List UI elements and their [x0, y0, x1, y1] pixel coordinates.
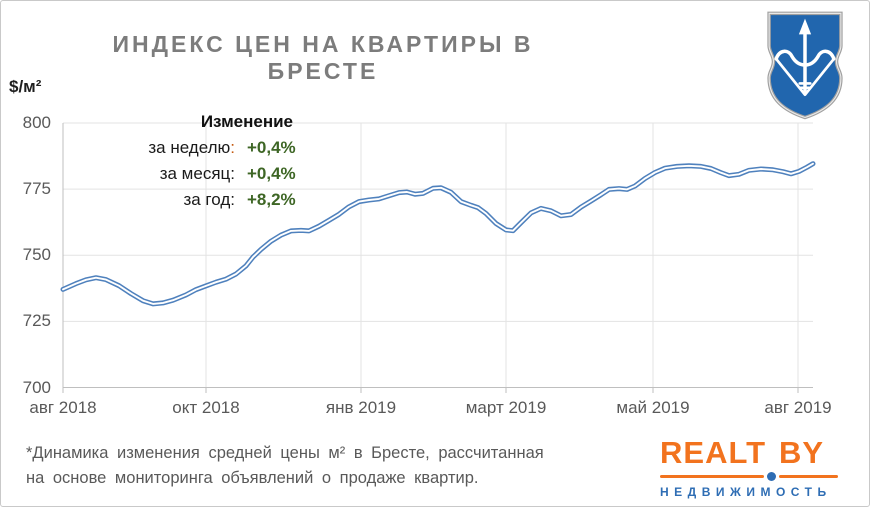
footnote-line-1: *Динамика изменения средней цены м² в Бр… [26, 444, 544, 462]
annotation-colon: : [230, 138, 235, 157]
realt-logo-divider [660, 472, 838, 481]
x-tick-label: авг 2018 [29, 398, 97, 417]
annotation-colon: : [230, 190, 235, 209]
x-tick-label: март 2019 [465, 398, 547, 417]
x-tick-label: окт 2018 [172, 398, 240, 417]
annotation-row-year: за год: +8,2% [121, 187, 317, 213]
y-tick-label: 725 [22, 311, 51, 331]
realt-wordmark-name: REALT [660, 435, 767, 470]
annotation-value: +0,4% [247, 138, 296, 157]
annotation-row-month: за месяц: +0,4% [121, 161, 317, 187]
page-title: ИНДЕКС ЦЕН НА КВАРТИРЫ В БРЕСТЕ [112, 31, 534, 84]
annotation-title: Изменение [200, 112, 293, 131]
realt-wordmark: REALT BY [660, 437, 838, 469]
x-tick-label: май 2019 [616, 398, 690, 417]
annotation-row-week: за неделю: +0,4% [121, 135, 317, 161]
footnote-line-2: на основе мониторинга объявлений о прода… [26, 469, 479, 487]
change-annotation: Изменение за неделю: +0,4% за месяц: +0,… [121, 109, 317, 213]
realt-by-logo: REALT BY НЕДВИЖИМОСТЬ [660, 437, 838, 499]
annotation-label: за месяц [159, 164, 231, 183]
bow-and-arrow-icon [774, 30, 836, 97]
y-tick-label: 700 [22, 377, 51, 397]
realt-logo-dot-icon [767, 472, 776, 481]
realt-tagline: НЕДВИЖИМОСТЬ [660, 485, 832, 499]
annotation-value: +8,2% [247, 190, 296, 209]
annotation-label: за неделю [148, 138, 231, 157]
realt-wordmark-tld: BY [779, 435, 825, 470]
annotation-colon: : [230, 164, 235, 183]
annotation-label: за год [183, 190, 231, 209]
annotation-value: +0,4% [247, 164, 296, 183]
footnote: *Динамика изменения средней цены м² в Бр… [26, 441, 626, 491]
divider-segment [660, 475, 764, 478]
y-tick-label: 800 [22, 113, 51, 132]
divider-segment [779, 475, 838, 478]
x-tick-label: авг 2019 [764, 398, 832, 417]
y-tick-label: 750 [22, 245, 51, 265]
y-tick-label: 775 [22, 179, 51, 199]
x-tick-label: янв 2019 [325, 398, 397, 417]
brest-coat-of-arms-icon [767, 11, 843, 120]
y-axis-unit-label: $/м² [9, 77, 42, 96]
